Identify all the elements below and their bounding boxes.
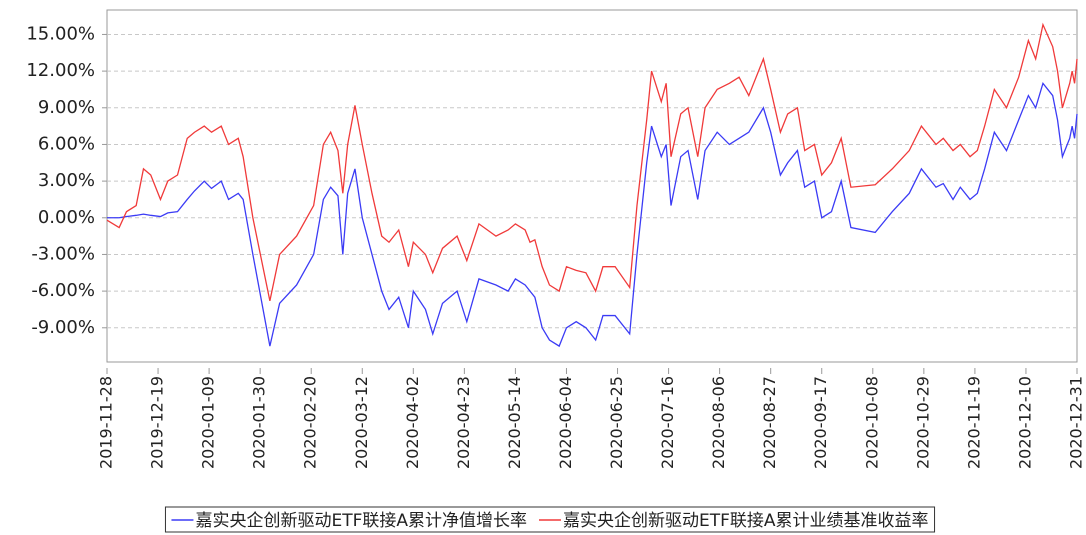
x-tick-label: 2020-12-10 <box>1015 376 1034 469</box>
x-tick-label: 2020-11-19 <box>964 376 983 469</box>
x-tick-label: 2020-04-23 <box>454 376 473 469</box>
y-tick-label: -3.00% <box>31 243 95 264</box>
legend-label: 嘉实央企创新驱动ETF联接A累计净值增长率 <box>195 511 527 531</box>
x-tick-label: 2020-05-14 <box>505 376 524 469</box>
x-tick-label: 2020-06-25 <box>607 376 626 469</box>
y-tick-label: 12.00% <box>26 60 95 81</box>
y-tick-label: -9.00% <box>31 317 95 338</box>
x-tick-label: 2020-12-31 <box>1067 376 1086 469</box>
y-tick-label: 0.00% <box>38 207 95 228</box>
x-tick-label: 2020-10-08 <box>862 376 881 469</box>
y-tick-label: 9.00% <box>38 97 95 118</box>
x-tick-label: 2020-08-27 <box>760 376 779 469</box>
y-tick-label: 15.00% <box>26 23 95 44</box>
y-tick-label: -6.00% <box>31 280 95 301</box>
plot-area <box>106 9 1078 363</box>
x-tick-label: 2020-08-06 <box>709 376 728 469</box>
x-tick-label: 2019-12-19 <box>148 376 167 469</box>
series-line <box>106 22 1078 302</box>
x-tick-label: 2020-02-20 <box>301 376 320 469</box>
x-tick-label: 2020-10-29 <box>913 376 932 469</box>
x-tick-label: 2020-01-09 <box>199 376 218 469</box>
legend-label: 嘉实央企创新驱动ETF联接A累计业绩基准收益率 <box>563 511 929 531</box>
series-line <box>107 81 1078 348</box>
x-tick-label: 2020-01-30 <box>250 376 269 469</box>
x-tick-label: 2020-03-12 <box>352 376 371 469</box>
x-tick-label: 2019-11-28 <box>97 376 116 469</box>
x-tick-label: 2020-04-02 <box>403 376 422 469</box>
x-tick-label: 2020-09-17 <box>811 376 830 469</box>
x-tick-label: 2020-06-04 <box>556 376 575 469</box>
y-tick-label: 3.00% <box>38 170 95 191</box>
y-tick-label: 6.00% <box>38 133 95 154</box>
legend: 嘉实央企创新驱动ETF联接A累计净值增长率 嘉实央企创新驱动ETF联接A累计业绩基… <box>164 506 936 533</box>
x-tick-label: 2020-07-16 <box>658 376 677 469</box>
